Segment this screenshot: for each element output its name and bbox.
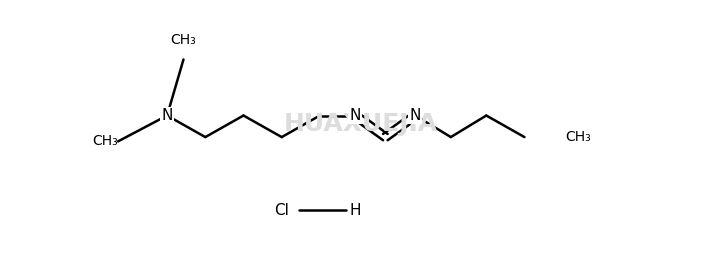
Text: CH₃: CH₃ xyxy=(565,130,591,144)
Text: N: N xyxy=(410,108,421,123)
Text: H: H xyxy=(350,203,361,218)
Text: HUAXUEJIA: HUAXUEJIA xyxy=(284,112,438,136)
Text: N: N xyxy=(161,108,172,123)
Text: CH₃: CH₃ xyxy=(170,32,196,46)
Text: N: N xyxy=(350,108,361,123)
Text: CH₃: CH₃ xyxy=(92,134,118,148)
Text: Cl: Cl xyxy=(275,203,289,218)
